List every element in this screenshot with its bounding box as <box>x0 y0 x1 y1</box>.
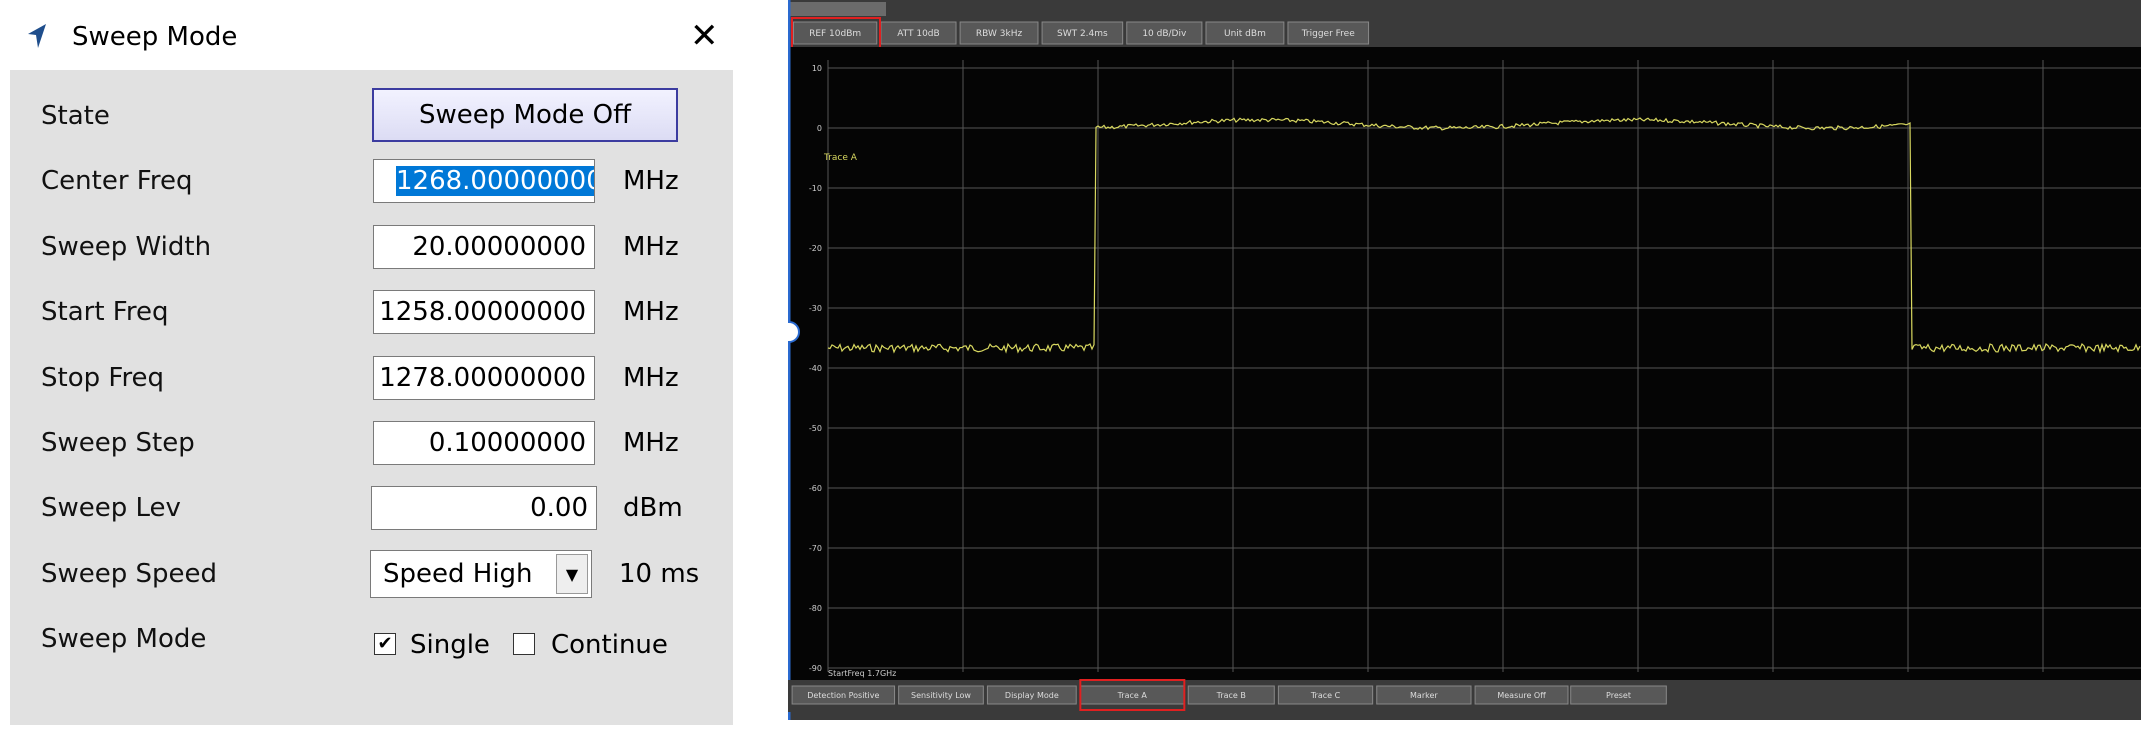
top-button-label: ATT 10dB <box>897 29 940 39</box>
y-label: -30 <box>809 304 822 313</box>
tab <box>790 2 886 16</box>
field-label: Sweep Lev <box>41 493 181 524</box>
speed-select[interactable]: Speed High <box>370 549 592 598</box>
field-value: 0.10000000 <box>428 428 586 458</box>
y-label: -60 <box>809 484 822 493</box>
bottom-button[interactable] <box>1376 685 1472 705</box>
field-label: Start Freq <box>41 297 169 328</box>
field-input[interactable]: 1268.00000000 <box>373 159 595 204</box>
app-icon <box>26 22 48 50</box>
bottom-button[interactable] <box>791 685 896 705</box>
field-input[interactable]: 1258.00000000 <box>373 290 595 335</box>
dialog-title: Sweep Mode <box>72 22 238 52</box>
field-label: Center Freq <box>41 166 193 197</box>
bottom-button-label: Trace B <box>1216 691 1246 700</box>
bottom-button[interactable] <box>1570 685 1667 705</box>
field-value: 1268.00000000 <box>396 166 594 197</box>
top-button[interactable] <box>792 21 878 45</box>
top-button[interactable] <box>1287 21 1370 45</box>
dialog-body <box>10 70 733 725</box>
trace <box>827 117 2141 354</box>
y-label: -80 <box>809 604 822 613</box>
field-unit: 10 ms <box>619 558 700 589</box>
checkbox[interactable] <box>513 633 535 656</box>
bottom-button[interactable] <box>898 685 984 705</box>
top-button-label: RBW 3kHz <box>976 29 1023 39</box>
field-input[interactable]: 0.00 <box>371 486 597 531</box>
top-button-label: 10 dB/Div <box>1142 29 1187 39</box>
top-button[interactable] <box>1126 21 1203 45</box>
field-unit: MHz <box>623 297 679 328</box>
field-value: 1258.00000000 <box>379 297 586 328</box>
start-label: StartFreq 1.7GHz <box>828 669 896 678</box>
field-label: Sweep Mode <box>41 624 207 655</box>
top-button[interactable] <box>1205 21 1285 45</box>
y-label: -70 <box>809 544 822 553</box>
top-button[interactable] <box>959 21 1039 45</box>
bottom-button-label: Sensitivity Low <box>911 691 971 700</box>
y-label: -50 <box>809 424 822 433</box>
y-label: 10 <box>812 64 822 73</box>
bottom-button[interactable] <box>1277 685 1374 705</box>
analyzer: REF 10dBm ATT 10dB RBW 3kHz SWT 2.4ms 10 dB/… <box>788 0 2141 720</box>
close-button[interactable]: ✕ <box>690 16 719 56</box>
field-label: Stop Freq <box>41 362 165 393</box>
top-button-label: REF 10dBm <box>809 29 861 39</box>
bottom-button-label: Trace A <box>1117 691 1148 700</box>
select-arrow: ▼ <box>556 553 588 594</box>
handle <box>788 321 800 343</box>
top-button[interactable] <box>1041 21 1124 45</box>
bottom-button-label: Trace C <box>1310 691 1341 700</box>
bottom-button[interactable] <box>986 685 1077 705</box>
checkbox-label: Continue <box>551 630 668 661</box>
field-value: 20.00000000 <box>412 231 586 262</box>
field-unit: MHz <box>623 428 679 458</box>
field-input[interactable]: 0.10000000 <box>373 421 595 465</box>
y-label: -20 <box>809 244 822 253</box>
bottom-button[interactable] <box>1187 685 1275 705</box>
checkbox[interactable]: ✔ <box>374 633 396 656</box>
field-label: Sweep Step <box>41 428 195 458</box>
plot <box>788 47 2141 680</box>
field-label: State <box>41 101 110 131</box>
field-unit: MHz <box>623 166 679 197</box>
y-label: -40 <box>809 364 822 373</box>
bottom-button[interactable] <box>1474 685 1569 705</box>
highlight <box>1079 679 1186 711</box>
field-input[interactable]: 1278.00000000 <box>373 355 595 400</box>
y-label: 0 <box>817 124 822 133</box>
bottom-button-label: Display Mode <box>1005 691 1059 700</box>
y-label: -90 <box>809 664 822 673</box>
trace-label: Trace A <box>823 153 858 163</box>
field-input[interactable]: 20.00000000 <box>373 224 595 269</box>
bottom-button-label: Detection Positive <box>807 691 879 700</box>
field-label: Sweep Speed <box>41 558 218 589</box>
field-value: 0.00 <box>530 493 588 524</box>
field-unit: MHz <box>623 231 679 262</box>
bottom-button-label: Marker <box>1410 691 1438 700</box>
top-button-label: Unit dBm <box>1224 29 1266 39</box>
field-unit: dBm <box>623 493 683 524</box>
checkbox-label: Single <box>410 630 490 661</box>
y-label: -10 <box>809 184 822 193</box>
field-value: 1278.00000000 <box>379 362 586 393</box>
field-unit: MHz <box>623 362 679 393</box>
bottom-button-label: Measure Off <box>1497 691 1546 700</box>
bottom-button-label: Preset <box>1606 691 1631 700</box>
top-button-label: SWT 2.4ms <box>1057 29 1108 39</box>
state-button[interactable]: Sweep Mode Off <box>372 88 678 142</box>
top-button-label: Trigger Free <box>1301 29 1355 39</box>
field-label: Sweep Width <box>41 231 212 262</box>
